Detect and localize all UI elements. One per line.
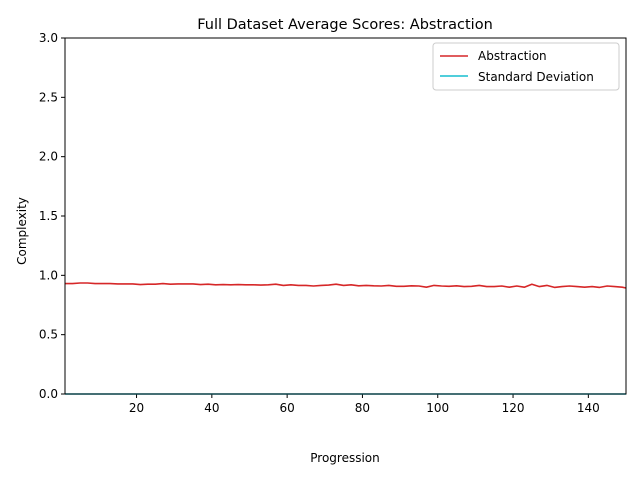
y-tick-label: 0.5: [39, 328, 58, 342]
x-tick-label: 100: [426, 401, 449, 415]
x-axis-ticks: 20 40 60 80 100 120 140: [129, 394, 600, 415]
x-tick-label: 80: [355, 401, 370, 415]
plot-area: [65, 38, 626, 394]
y-axis-ticks: 0.0 0.5 1.0 1.5 2.0 2.5 3.0: [39, 31, 65, 401]
abstraction-line: [65, 282, 627, 289]
legend-label-standard-deviation: Standard Deviation: [478, 70, 594, 84]
x-tick-label: 140: [577, 401, 600, 415]
x-tick-label: 40: [204, 401, 219, 415]
y-tick-label: 2.5: [39, 90, 58, 104]
x-axis-label: Progression: [310, 451, 380, 465]
y-tick-label: 2.0: [39, 150, 58, 164]
y-tick-label: 0.0: [39, 387, 58, 401]
x-tick-label: 120: [502, 401, 525, 415]
chart-title: Full Dataset Average Scores: Abstraction: [197, 17, 493, 33]
x-tick-label: 20: [129, 401, 144, 415]
y-tick-label: 3.0: [39, 31, 58, 45]
y-tick-label: 1.0: [39, 268, 58, 282]
legend: Abstraction Standard Deviation: [432, 42, 620, 91]
legend-box: [432, 42, 620, 91]
plot-frame: [64, 37, 627, 395]
y-tick-label: 1.5: [39, 209, 58, 223]
y-axis-label: Complexity: [15, 197, 29, 265]
legend-label-abstraction: Abstraction: [478, 49, 547, 63]
x-tick-label: 60: [280, 401, 295, 415]
